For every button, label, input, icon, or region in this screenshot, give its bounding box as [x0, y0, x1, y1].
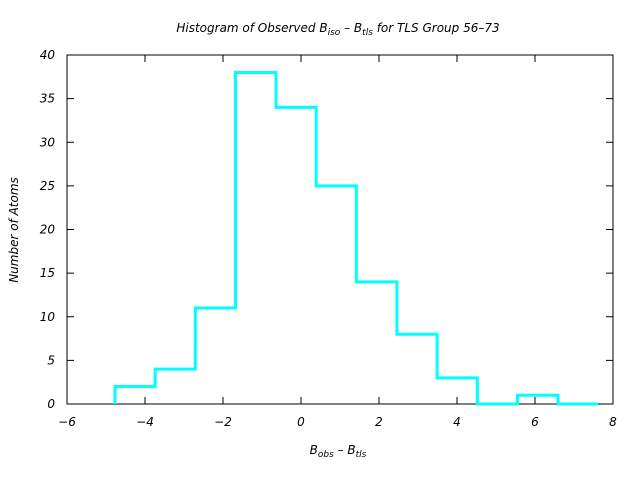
y-axis-label: Number of Atoms [7, 177, 21, 283]
chart-title: Histogram of Observed Biso – Btls for TL… [176, 21, 499, 38]
histogram-bin [276, 107, 316, 404]
x-tick-label: 0 [297, 415, 305, 429]
histogram-bin [437, 378, 477, 404]
histogram-bin [397, 334, 437, 404]
y-tick-label: 20 [40, 223, 56, 237]
y-tick-label: 40 [40, 48, 56, 62]
histogram-bin [195, 308, 235, 404]
x-tick-label: 6 [531, 415, 539, 429]
histogram-bin [235, 72, 276, 404]
y-tick-label: 5 [47, 353, 55, 367]
x-axis-label: Bobs – Btls [310, 443, 367, 460]
histogram-bin [517, 395, 558, 404]
y-tick-label: 30 [40, 135, 56, 149]
histogram-bin [115, 387, 155, 404]
plot-area: −6 −4 −2 0 2 4 6 8 0 5 10 15 20 25 30 35 40 [40, 48, 617, 429]
x-tick-label: −4 [136, 415, 154, 429]
x-tick-label: −2 [214, 415, 232, 429]
x-tick-label: 2 [375, 415, 383, 429]
y-tick-label: 10 [40, 310, 56, 324]
y-tick-label: 25 [40, 179, 55, 193]
y-tick-label: 15 [40, 266, 55, 280]
histogram-bin [316, 186, 356, 404]
x-tick-label: 8 [609, 415, 617, 429]
histogram-bin [356, 282, 397, 404]
histogram-outline [113, 70, 599, 406]
y-tick-label: 35 [40, 92, 55, 106]
x-tick-label: −6 [58, 415, 76, 429]
y-tick-label: 0 [47, 397, 55, 411]
x-tick-label: 4 [453, 415, 461, 429]
histogram-bin [155, 369, 195, 404]
